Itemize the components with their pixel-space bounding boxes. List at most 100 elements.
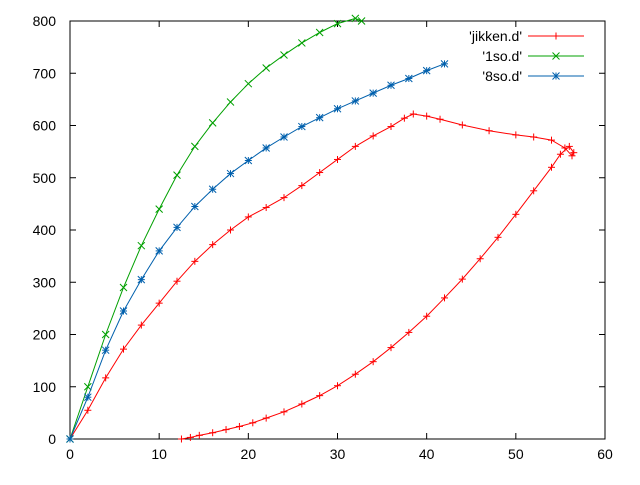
series-layer	[66, 14, 578, 443]
data-point	[262, 144, 271, 152]
data-point	[333, 104, 342, 113]
data-point	[316, 169, 324, 177]
legend-label-1: '1so.d'	[482, 48, 522, 64]
y-tick-label: 400	[33, 222, 57, 238]
data-point	[530, 187, 538, 195]
data-point	[177, 435, 185, 443]
data-point	[387, 81, 395, 90]
data-point	[262, 64, 271, 72]
series-line-0	[69, 113, 575, 440]
data-point	[83, 393, 92, 402]
data-point	[530, 133, 538, 141]
data-point	[173, 223, 181, 232]
data-point	[208, 185, 217, 194]
data-point	[333, 19, 342, 28]
data-point	[280, 194, 288, 202]
data-point	[137, 275, 146, 284]
x-tick-label: 50	[508, 446, 524, 462]
data-point	[351, 142, 359, 150]
data-point	[190, 142, 199, 151]
data-point	[440, 59, 449, 68]
data-point	[119, 283, 128, 292]
data-point	[369, 132, 377, 140]
data-point	[155, 205, 164, 213]
data-point	[190, 202, 199, 211]
data-point	[244, 79, 253, 88]
data-point	[191, 257, 199, 265]
series-2	[66, 59, 449, 443]
data-point	[334, 155, 341, 163]
data-point	[316, 392, 324, 400]
x-tick-label: 20	[241, 446, 257, 462]
data-point	[101, 346, 110, 355]
data-point	[436, 115, 444, 123]
data-point	[561, 144, 569, 152]
y-tick-label: 600	[33, 118, 57, 134]
legend-marker-2	[552, 72, 560, 80]
data-point	[226, 169, 235, 178]
data-point	[458, 275, 466, 283]
data-point	[568, 152, 576, 160]
data-point	[387, 344, 395, 352]
data-point	[297, 39, 306, 47]
x-tick-label: 40	[419, 446, 435, 462]
series-line-1	[69, 17, 362, 440]
data-point	[280, 133, 288, 141]
y-tick-label: 500	[33, 170, 57, 186]
legend-marker-0	[552, 32, 560, 40]
data-point	[351, 97, 360, 105]
data-point	[409, 110, 417, 118]
data-point	[208, 119, 217, 127]
data-point	[494, 233, 502, 241]
data-point	[102, 374, 110, 382]
data-point	[357, 17, 366, 25]
legend-marker-1	[552, 52, 560, 60]
data-point	[209, 241, 217, 249]
y-tick-label: 200	[33, 327, 57, 343]
data-point	[512, 210, 520, 218]
data-point	[570, 149, 578, 157]
y-tick-label: 800	[33, 13, 57, 29]
y-tick-label: 0	[48, 431, 56, 447]
data-point	[400, 114, 408, 122]
data-point	[244, 213, 252, 221]
data-point	[137, 241, 146, 250]
data-point	[369, 89, 378, 97]
data-point	[476, 255, 484, 263]
data-point	[83, 382, 92, 391]
data-point	[195, 431, 203, 439]
data-point	[226, 98, 235, 106]
y-tick-label: 700	[33, 65, 57, 81]
data-point	[66, 435, 74, 443]
data-point	[369, 358, 377, 366]
data-point	[387, 123, 395, 131]
data-point	[351, 370, 359, 378]
data-point	[351, 14, 360, 23]
x-tick-label: 60	[597, 446, 613, 462]
data-point	[244, 156, 253, 165]
x-tick-label: 0	[66, 446, 74, 462]
data-point	[119, 307, 128, 315]
series-1	[66, 14, 366, 443]
data-point	[262, 204, 270, 212]
data-point	[249, 419, 257, 427]
data-point	[173, 277, 181, 285]
data-point	[298, 400, 306, 408]
data-point	[315, 113, 324, 122]
data-point	[155, 247, 164, 255]
y-tick-label: 100	[33, 379, 57, 395]
data-point	[405, 328, 413, 336]
data-point	[101, 330, 110, 339]
data-point	[209, 429, 217, 437]
data-point	[423, 312, 431, 320]
data-point	[137, 321, 145, 329]
data-point	[84, 406, 92, 414]
data-point	[458, 121, 466, 129]
data-point	[512, 131, 520, 139]
data-point	[404, 74, 413, 83]
data-point	[565, 142, 573, 150]
data-point	[422, 66, 431, 75]
series-line-2	[69, 63, 445, 440]
